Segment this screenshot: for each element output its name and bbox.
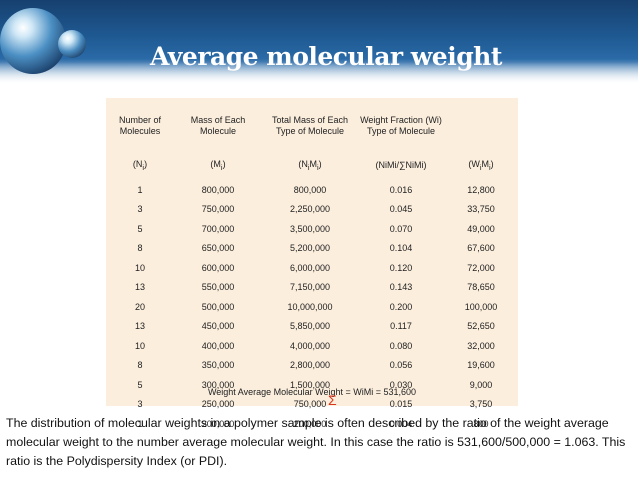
decorative-small-sphere-icon <box>58 30 86 58</box>
table-cell: 200,000 <box>293 418 327 429</box>
table-cell: 72,000 <box>467 262 495 273</box>
table-row: 20 500,000 10,000,000 0.200 100,000 <box>106 297 518 317</box>
table-row: 8 650,000 5,200,000 0.104 67,600 <box>106 239 518 259</box>
table-cell: 20 <box>134 301 145 312</box>
table-cell: 0.117 <box>390 321 412 332</box>
header-weight-fraction: Weight Fraction (Wi) Type of Molecule <box>360 115 442 136</box>
table-header-row: Number of Molecules Mass of Each Molecul… <box>106 102 518 150</box>
table-cell: 8 <box>137 243 143 254</box>
table-row: 13 450,000 5,850,000 0.117 52,650 <box>106 317 518 337</box>
header-total-mass: Total Mass of Each Type of Molecule <box>271 115 349 136</box>
table-row: 5 700,000 3,500,000 0.070 49,000 <box>106 219 518 239</box>
table-cell: 0.016 <box>389 184 413 195</box>
table-cell: 49,000 <box>467 223 495 234</box>
table-cell: 600,000 <box>201 262 235 273</box>
table-row: 8 350,000 2,800,000 0.056 19,600 <box>106 356 518 376</box>
table-cell: 700,000 <box>201 223 235 234</box>
table-cell: 0.070 <box>389 223 413 234</box>
header-wimi <box>444 102 518 150</box>
table-cell: 350,000 <box>201 360 235 371</box>
table-cell: 1 <box>137 418 143 429</box>
table-cell: 800,000 <box>293 184 327 195</box>
table-row: 10 600,000 6,000,000 0.120 72,000 <box>106 258 518 278</box>
table-cell: 5 <box>137 223 143 234</box>
table-cell: 750,000 <box>293 399 327 410</box>
table-cell: 3 <box>137 399 143 410</box>
table-cell: 400,000 <box>201 340 235 351</box>
table-cell: 13 <box>134 321 145 332</box>
caption-text: The distribution of molecular weights in… <box>6 416 626 468</box>
table-cell: 550,000 <box>201 282 235 293</box>
molecular-weight-table: Number of Molecules Mass of Each Molecul… <box>106 98 518 429</box>
table-cell: 10,000,000 <box>287 301 333 312</box>
table-cell: 5,200,000 <box>289 243 331 254</box>
header-number-of-molecules: Number of Molecules <box>118 115 162 136</box>
table-cell: 10 <box>134 340 145 351</box>
table-row: 10 400,000 4,000,000 0.080 32,000 <box>106 336 518 356</box>
table-cell: 0.143 <box>389 282 413 293</box>
table-cell: 4,000,000 <box>289 340 331 351</box>
table-cell: 52,650 <box>467 321 495 332</box>
table-cell: 0.056 <box>389 360 413 371</box>
table-cell: 1,500,000 <box>289 379 331 390</box>
table-cell: 0.004 <box>389 418 413 429</box>
table-cell: 650,000 <box>201 243 235 254</box>
symbol-row: (Ni) (Mi) (NiMi) (NiMi/∑NiMi) (WiMi) <box>106 150 518 180</box>
table-cell: 5,850,000 <box>289 321 331 332</box>
table-cell: 67,600 <box>467 243 495 254</box>
table-cell: 3,500,000 <box>289 223 331 234</box>
table-cell: 3 <box>137 204 143 215</box>
table-cell: 0.030 <box>389 379 413 390</box>
table-cell: 500,000 <box>201 301 235 312</box>
data-table: Number of Molecules Mass of Each Molecul… <box>106 102 518 434</box>
slide-title: Average molecular weight <box>150 42 502 71</box>
table-cell: 7,150,000 <box>289 282 331 293</box>
table-cell: 19,600 <box>467 360 495 371</box>
table-cell: 0.104 <box>389 243 413 254</box>
table-row: 1 200,000 200,000 0.004 800 <box>106 414 518 434</box>
table-cell: 8 <box>137 360 143 371</box>
table-cell: 0.015 <box>389 399 413 410</box>
table-cell: 800,000 <box>201 184 235 195</box>
header-mass-each-molecule: Mass of Each Molecule <box>190 115 246 136</box>
symbol-nimi: (NiMi) <box>298 158 322 172</box>
table-cell: 2,800,000 <box>289 360 331 371</box>
table-cell: 450,000 <box>201 321 235 332</box>
table-cell: 300,000 <box>201 379 235 390</box>
table-cell: 9,000 <box>469 379 493 390</box>
symbol-mi: (Mi) <box>210 158 226 172</box>
table-cell: 13 <box>134 282 145 293</box>
table-cell: 2,250,000 <box>289 204 331 215</box>
table-cell: 750,000 <box>201 204 235 215</box>
table-row: 1 800,000 800,000 0.016 12,800 <box>106 180 518 200</box>
table-cell: 32,000 <box>467 340 495 351</box>
banner-fade <box>0 62 638 86</box>
table-row: 3 750,000 2,250,000 0.045 33,750 <box>106 200 518 220</box>
table-cell: 0.045 <box>389 204 413 215</box>
table-row: 3 250,000 750,000 0.015 3,750 <box>106 395 518 415</box>
table-cell: 3,750 <box>469 399 493 410</box>
symbol-ni: (Ni) <box>132 158 148 172</box>
table-cell: 200,000 <box>201 418 235 429</box>
table-cell: 12,800 <box>467 184 495 195</box>
decorative-sphere-icon <box>0 8 66 74</box>
weight-average-footer: Weight Average Molecular Weight = WiMi =… <box>207 387 417 397</box>
table-cell: 100,000 <box>464 301 498 312</box>
symbol-weight-fraction: (NiMi/∑NiMi) <box>375 160 427 170</box>
table-row: 5 300,000 1,500,000 0.030 9,000 <box>106 375 518 395</box>
table-cell: 0.200 <box>389 301 413 312</box>
symbol-wimi: (WiMi) <box>468 158 494 172</box>
table-cell: 1 <box>137 184 143 195</box>
table-cell: 0.080 <box>389 340 413 351</box>
table-cell: 800 <box>473 418 489 429</box>
table-cell: 5 <box>137 379 143 390</box>
table-cell: 0.120 <box>389 262 413 273</box>
table-row: 13 550,000 7,150,000 0.143 78,650 <box>106 278 518 298</box>
sigma-symbol: Σ <box>328 392 337 408</box>
table-cell: 78,650 <box>467 282 495 293</box>
table-cell: 10 <box>134 262 145 273</box>
table-cell: 6,000,000 <box>289 262 331 273</box>
table-cell: 250,000 <box>201 399 235 410</box>
table-cell: 33,750 <box>467 204 495 215</box>
